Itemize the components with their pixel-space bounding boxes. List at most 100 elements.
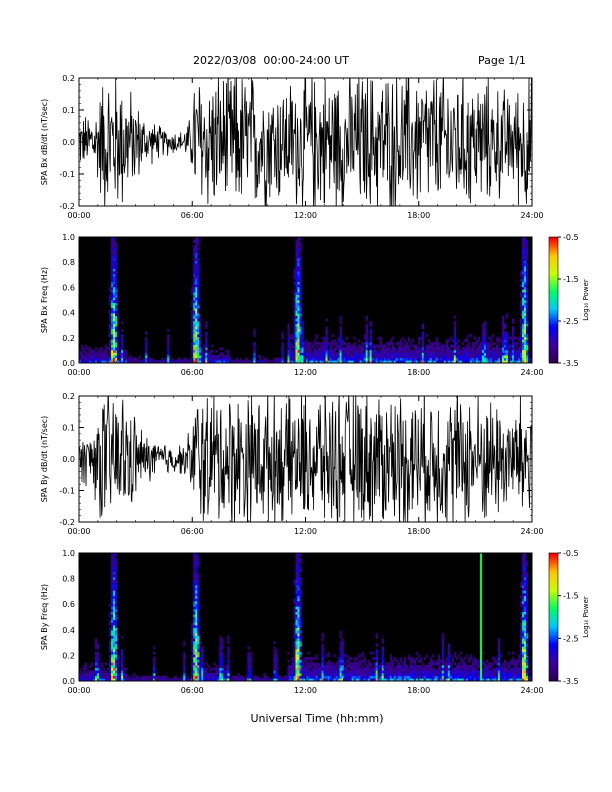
x-tick-label: 18:00: [407, 368, 430, 377]
spectrogram-cell: [299, 289, 302, 293]
spectrogram-cell: [443, 355, 447, 359]
spectrogram-cell: [361, 344, 364, 348]
spectrogram-cell: [463, 360, 467, 364]
spectrogram-cell: [197, 237, 200, 240]
spectrogram-cell: [275, 667, 278, 671]
spectrogram-cell: [461, 667, 465, 671]
spectrogram-cell: [359, 344, 362, 348]
spectrogram-cell: [193, 263, 196, 267]
spectrogram-cell: [297, 555, 300, 559]
spectrogram-cell: [461, 357, 465, 361]
spectrogram-cell: [411, 344, 415, 348]
spectrogram-cell: [321, 344, 324, 348]
spectrogram-cell: [115, 643, 118, 647]
spectrogram-cell: [367, 662, 370, 666]
spectrogram-cell: [451, 659, 455, 663]
spectrogram-cell: [505, 360, 509, 364]
spectrogram-cell: [115, 307, 118, 311]
spectrogram-cell: [485, 344, 489, 348]
spectrogram-cell: [247, 654, 250, 658]
spectrogram-cell: [173, 678, 176, 682]
spectrogram-cell: [219, 352, 222, 356]
spectrogram-cell: [481, 673, 485, 676]
spectrogram-cell: [185, 357, 188, 361]
spectrogram-cell: [521, 286, 525, 290]
spectrogram-cell: [183, 657, 186, 660]
spectrogram-cell: [117, 675, 120, 679]
spectrogram-cell: [521, 657, 525, 660]
spectrogram-cell: [315, 665, 318, 668]
spectrogram-cell: [473, 342, 477, 345]
spectrogram-cell: [395, 360, 398, 364]
spectrogram-cell: [323, 352, 326, 356]
spectrogram-cell: [197, 286, 200, 290]
spectrogram-cell: [501, 673, 505, 676]
spectrogram-cell: [255, 678, 258, 682]
spectrogram-cell: [467, 360, 471, 364]
spectrogram-cell: [321, 662, 324, 666]
spectrogram-cell: [311, 357, 314, 361]
colorbar-swatch: [549, 255, 558, 259]
colorbar-swatch: [549, 655, 558, 658]
spectrogram-cell: [495, 678, 499, 682]
spectrogram-cell: [375, 360, 378, 364]
spectrogram-cell: [475, 349, 479, 353]
spectrogram-cell: [309, 349, 312, 353]
spectrogram-cell: [109, 619, 112, 623]
spectrogram-cell: [447, 352, 451, 356]
spectrogram-cell: [485, 675, 489, 679]
spectrogram-cell: [105, 352, 108, 356]
spectrogram-cell: [471, 349, 475, 353]
spectrogram-cell: [213, 675, 216, 679]
spectrogram-cell: [469, 347, 473, 351]
spectrogram-cell: [469, 334, 473, 338]
spectrogram-cell: [241, 675, 244, 679]
spectrogram-cell: [337, 675, 340, 679]
spectrogram-cell: [359, 659, 362, 663]
spectrogram-cell: [337, 360, 340, 364]
spectrogram-cell: [113, 582, 116, 586]
spectrogram-cell: [281, 347, 284, 351]
spectrogram-cell: [115, 265, 118, 269]
spectrogram-cell: [299, 342, 302, 345]
spectrogram-cell: [325, 328, 328, 332]
spectrogram-cell: [367, 670, 370, 674]
spectrogram-cell: [309, 355, 312, 359]
spectrogram-cell: [191, 286, 194, 290]
spectrogram-cell: [523, 336, 527, 340]
spectrogram-cell: [225, 673, 228, 676]
spectrogram-cell: [121, 654, 124, 658]
spectrogram-cell: [387, 360, 390, 364]
spectrogram-cell: [447, 654, 451, 658]
spectrogram-cell: [411, 665, 415, 668]
spectrogram-cell: [367, 342, 370, 345]
spectrogram-cell: [195, 265, 198, 269]
spectrogram-cell: [445, 678, 449, 682]
y-tick-label: 0.2: [62, 392, 75, 401]
spectrogram-cell: [289, 678, 292, 682]
spectrogram-cell: [199, 670, 202, 674]
spectrogram-cell: [307, 352, 310, 356]
spectrogram-cell: [297, 670, 300, 674]
colorbar-swatch: [549, 557, 558, 560]
spectrogram-cell: [289, 334, 292, 338]
spectrogram-cell: [109, 627, 112, 631]
spectrogram-cell: [523, 276, 527, 280]
spectrogram-cell: [303, 678, 306, 682]
spectrogram-cell: [315, 662, 318, 666]
spectrogram-cell: [457, 339, 461, 343]
spectrogram-cell: [341, 662, 344, 666]
spectrogram-cell: [233, 675, 236, 679]
spectrogram-cell: [197, 279, 200, 282]
spectrogram-cell: [293, 611, 296, 615]
spectrogram-cell: [333, 673, 336, 676]
spectrogram-cell: [461, 675, 465, 679]
spectrogram-cell: [195, 360, 198, 364]
spectrogram-cell: [515, 349, 519, 353]
spectrogram-cell: [113, 654, 116, 658]
spectrogram-cell: [447, 670, 451, 674]
spectrogram-cell: [525, 614, 529, 618]
spectrogram-cell: [525, 331, 529, 335]
spectrogram-cell: [291, 349, 294, 353]
spectrogram-cell: [319, 355, 322, 359]
